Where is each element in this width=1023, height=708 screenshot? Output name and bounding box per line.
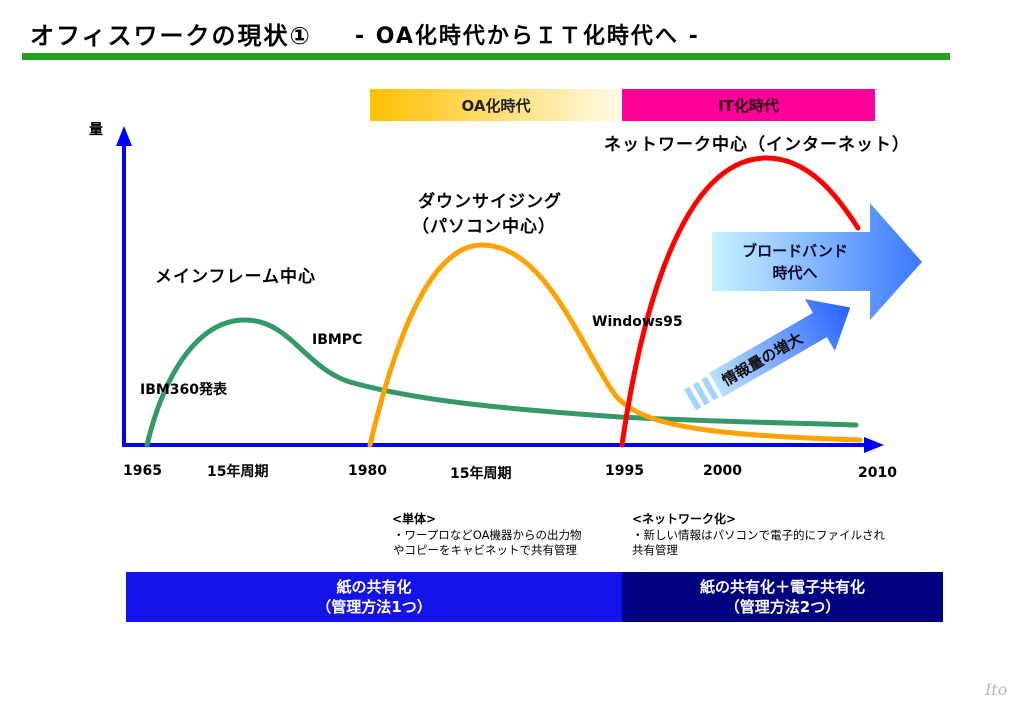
broadband-arrow	[712, 203, 922, 320]
period-label-2: 15年周期	[450, 466, 512, 482]
x-tick-2010: 2010	[858, 465, 897, 481]
summary-box-line2: （管理方法2つ）	[724, 598, 841, 616]
footer-logo: Ito	[985, 680, 1008, 699]
era-it-bar: IT化時代	[622, 89, 875, 121]
note-standalone-line: ・ワープロなどOA機器からの出力物	[393, 528, 582, 542]
ibmpc-label: IBMPC	[312, 332, 363, 348]
x-tick-1995: 1995	[605, 463, 644, 479]
summary-box-line1: 紙の共有化＋電子共有化	[699, 578, 865, 596]
x-tick-1980: 1980	[348, 463, 387, 479]
network-centric-label: ネットワーク中心（インターネット）	[604, 135, 910, 155]
era-oa-label: OA化時代	[461, 96, 531, 115]
mainframe-label: メインフレーム中心	[155, 267, 316, 287]
pc-centric-label: （パソコン中心）	[412, 217, 556, 237]
info-growth-arrow-stripe	[701, 376, 719, 401]
x-axis-arrowhead	[864, 437, 884, 453]
summary-box-paper-electronic: 紙の共有化＋電子共有化 （管理方法2つ）	[622, 572, 943, 622]
x-tick-1965: 1965	[123, 463, 162, 479]
broadband-label: ブロードバンド 時代へ	[705, 240, 885, 284]
broadband-label-line1: ブロードバンド	[742, 242, 848, 260]
downsizing-label: ダウンサイジング	[418, 192, 562, 212]
windows95-label: Windows95	[592, 314, 683, 330]
info-growth-arrow-body	[708, 299, 851, 398]
ibm360-label: IBM360発表	[140, 382, 228, 398]
info-growth-arrow-stripe	[684, 386, 702, 411]
mainframe-curve	[144, 317, 859, 448]
summary-box-paper: 紙の共有化 （管理方法1つ）	[126, 572, 622, 622]
info-growth-label: 情報量の増大	[719, 329, 806, 390]
info-growth-arrow: 情報量の増大	[684, 299, 851, 411]
summary-box-line1: 紙の共有化	[336, 578, 412, 596]
note-network-heading: <ネットワーク化>	[632, 512, 737, 526]
pc-curve	[367, 242, 863, 448]
y-axis-label: 量	[89, 122, 103, 138]
era-oa-bar: OA化時代	[370, 89, 622, 121]
page-title: オフィスワークの現状①	[30, 22, 312, 50]
title-rule	[22, 53, 950, 60]
summary-box-line2: （管理方法1つ）	[316, 598, 432, 616]
period-label-1: 15年周期	[207, 464, 269, 480]
x-tick-2000: 2000	[703, 463, 742, 479]
note-standalone-heading: <単体>	[392, 512, 437, 526]
note-network-line: ・新しい情報はパソコンで電子的にファイルされ	[632, 528, 885, 542]
broadband-label-line2: 時代へ	[772, 264, 818, 282]
note-network-line: 共有管理	[632, 543, 678, 557]
era-it-label: IT化時代	[718, 96, 779, 115]
page-subtitle: - OA化時代からＩＴ化時代へ -	[355, 24, 700, 49]
info-growth-arrow-stripe	[692, 381, 710, 406]
network-curve	[619, 155, 861, 448]
y-axis-arrowhead	[116, 126, 132, 146]
note-standalone-line: やコピーをキャビネットで共有管理	[393, 543, 577, 557]
